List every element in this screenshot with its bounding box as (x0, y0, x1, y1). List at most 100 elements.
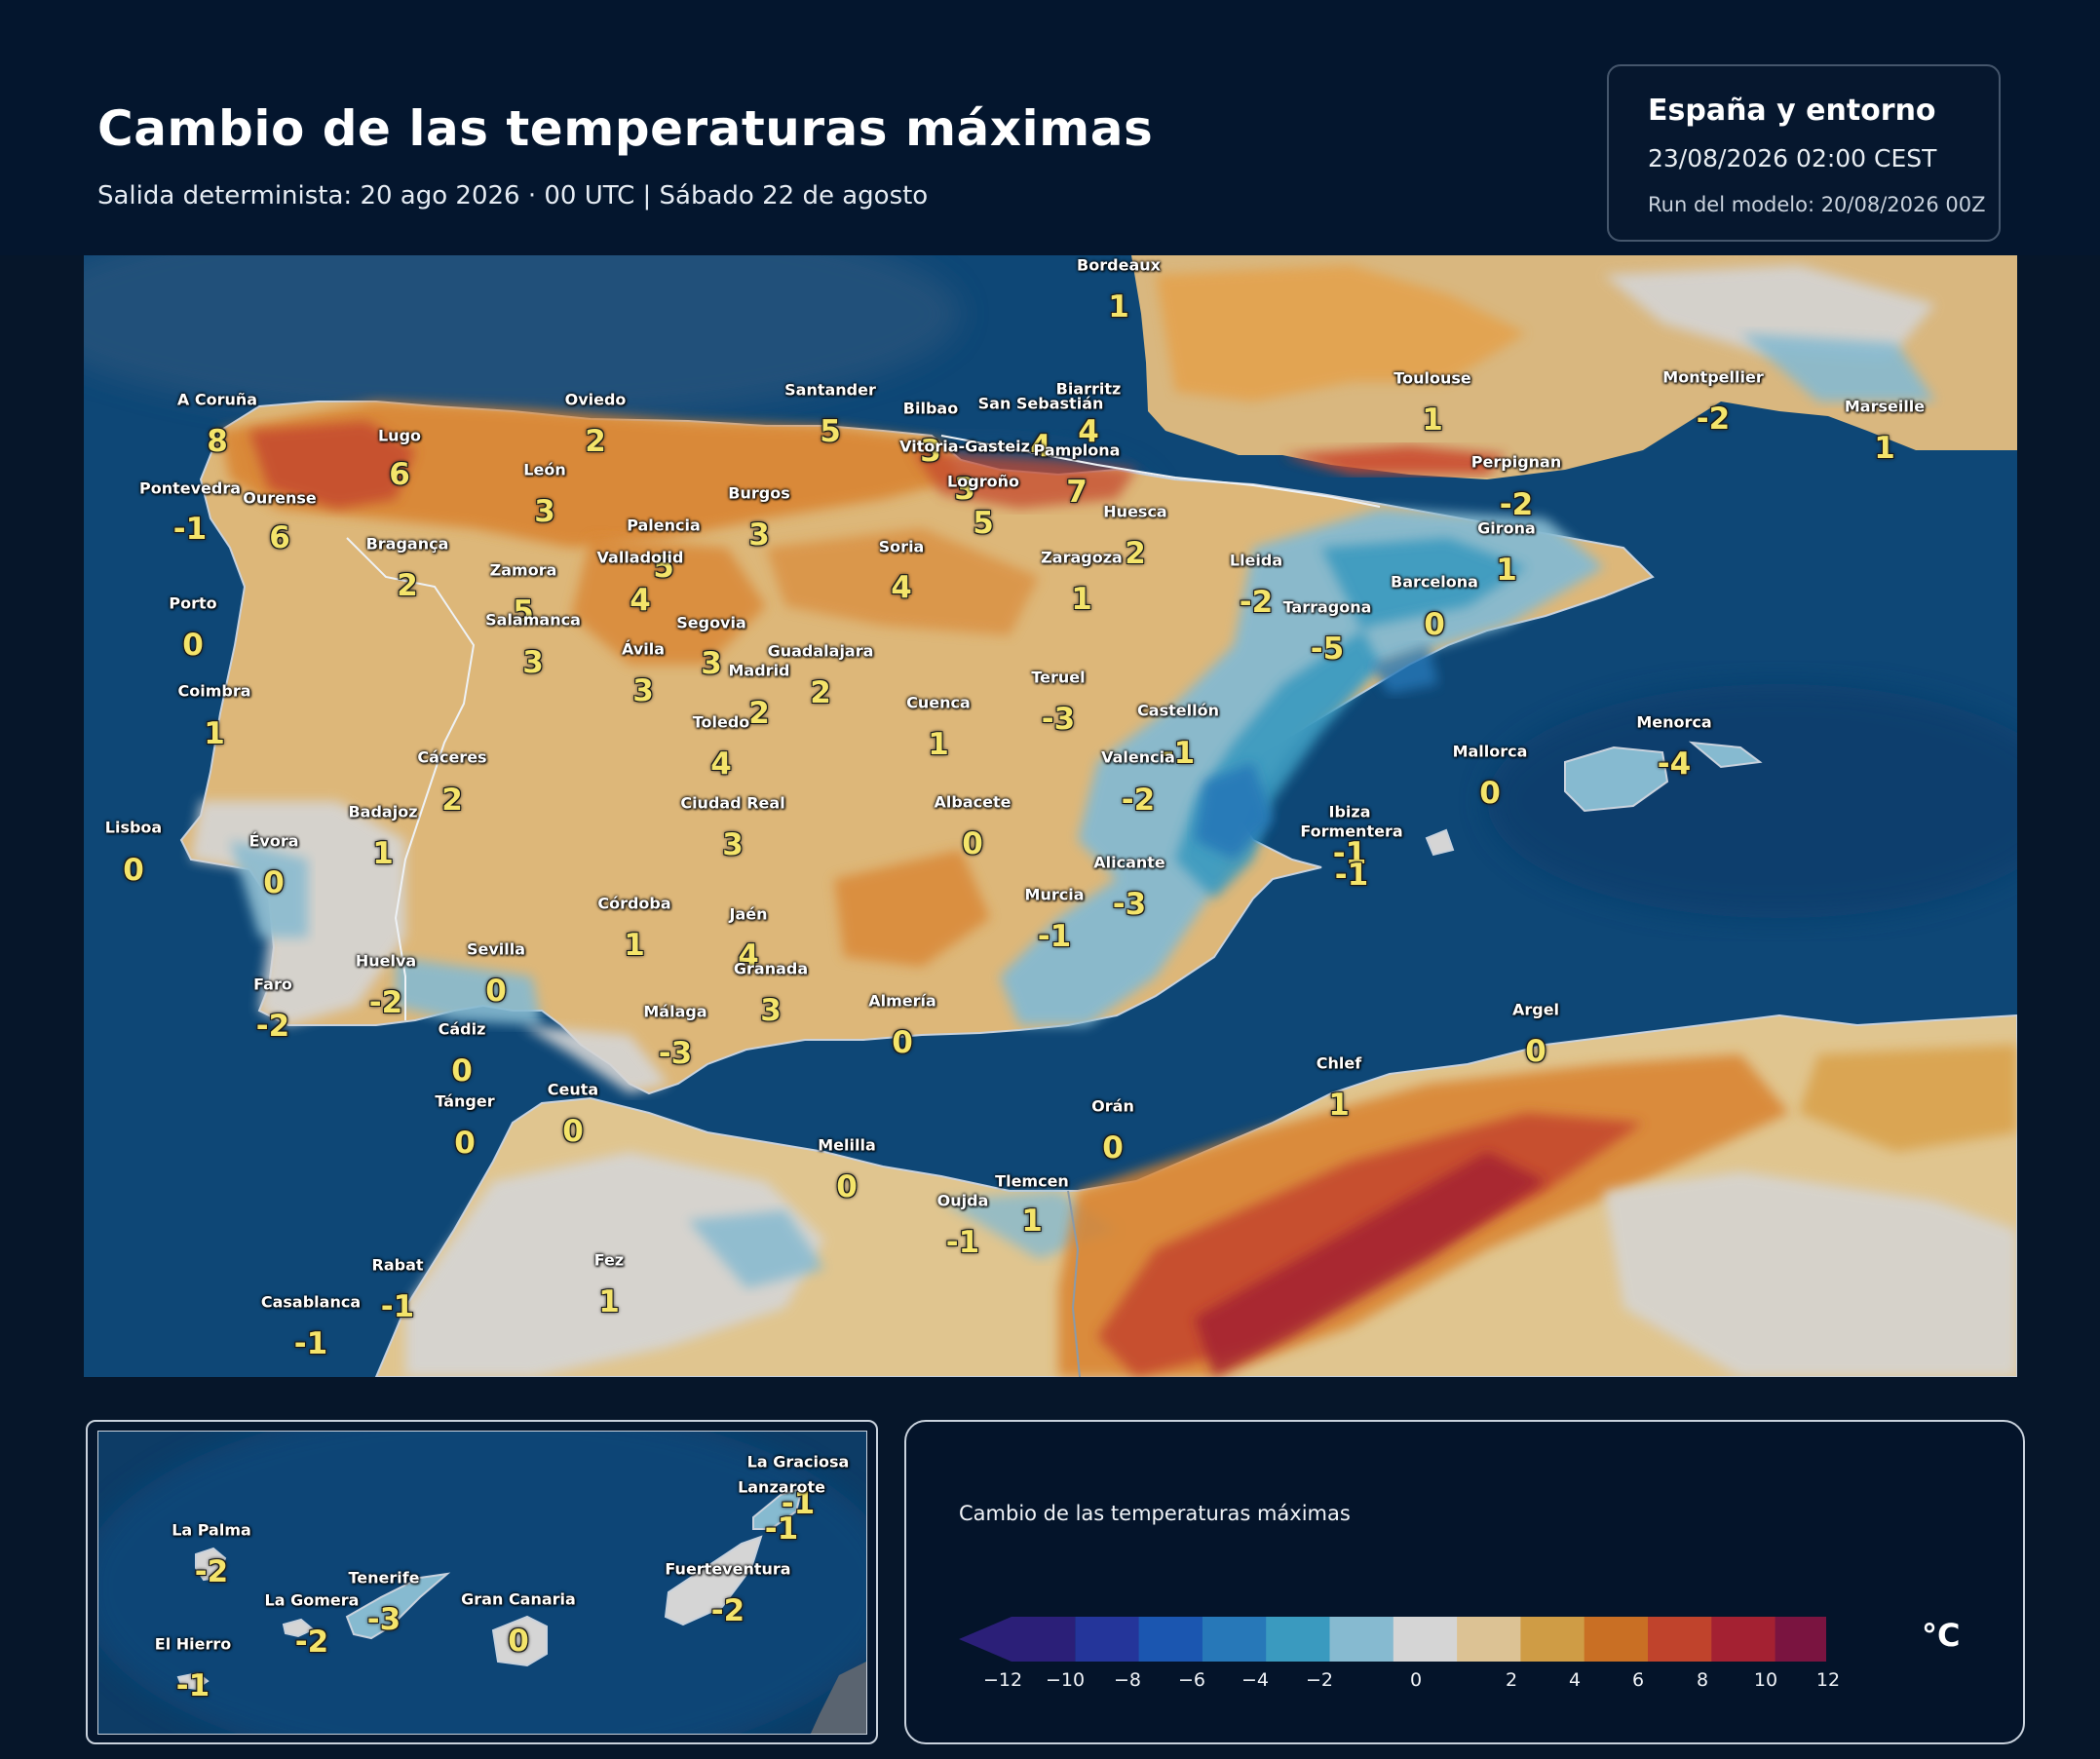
map-temperature-change-value: -2 (255, 1009, 290, 1044)
map-city-label: Casablanca (260, 1292, 362, 1312)
map-city-label: Tlemcen (995, 1171, 1069, 1191)
map-temperature-change-value: -1 (380, 1289, 415, 1324)
colorbar-segment (1711, 1617, 1776, 1662)
map-city-label: Tarragona (1282, 597, 1372, 617)
map-city-label: Cádiz (438, 1019, 486, 1039)
island-gran-canaria (491, 1615, 548, 1667)
map-city-label: Biarritz (1055, 379, 1122, 399)
map-temperature-change-value: 1 (1071, 582, 1092, 617)
map-city-label: A Coruña (176, 390, 258, 409)
colorbar-tick-label: 4 (1568, 1669, 1582, 1691)
colorbar-segment (1075, 1617, 1140, 1662)
map-temperature-change-value: -3 (658, 1036, 693, 1071)
map-temperature-change-value: 1 (204, 716, 225, 751)
map-city-label: Albacete (934, 792, 1012, 812)
map-temperature-change-value: 0 (485, 974, 507, 1009)
africa-coast (810, 1662, 866, 1734)
colorbar-segment (1329, 1617, 1394, 1662)
map-temperature-change-value: 6 (389, 457, 410, 492)
map-city-label: Perpignan (1470, 452, 1562, 472)
map-temperature-change-value: 3 (748, 517, 770, 553)
island-fuerteventura (664, 1535, 763, 1626)
island-el-hierro (176, 1671, 210, 1691)
map-temperature-change-value: 2 (441, 783, 463, 818)
border-line (940, 435, 1381, 508)
map-city-label: San Sebastián (977, 394, 1104, 413)
colorbar-tick-label: −8 (1113, 1669, 1142, 1691)
island-lanzarote (752, 1486, 804, 1530)
map-temperature-change-value: 0 (1102, 1130, 1124, 1166)
colorbar-segment (1393, 1617, 1458, 1662)
map-temperature-change-value: -3 (1041, 702, 1076, 737)
map-temperature-change-value: -1 (1334, 858, 1369, 893)
canary-inset-map[interactable]: La Graciosa -1 Lanzarote -1 La Palma -2 Teneri… (97, 1431, 867, 1735)
info-run: Run del modelo: 20/08/2026 00Z (1648, 193, 1986, 216)
colorbar-tick-label: 2 (1505, 1669, 1518, 1691)
inset-temperature-change-value: -3 (366, 1602, 401, 1637)
map-city-label: Vitoria-Gasteiz (899, 437, 1030, 456)
inset-city-label: La Graciosa (746, 1452, 850, 1472)
map-temperature-change-value: 4 (1078, 414, 1099, 449)
inset-city-label: Fuerteventura (665, 1559, 791, 1579)
map-temperature-change-value: 0 (454, 1126, 476, 1161)
map-temperature-change-value: 3 (701, 646, 722, 681)
map-temperature-change-value: -1 (1161, 736, 1196, 771)
map-temperature-change-value: 1 (1108, 289, 1129, 325)
main-map[interactable]: Bordeaux 1 A Coruña 8 Lugo 6 Oviedo 2 Santander 5… (84, 255, 2017, 1377)
island-tenerife (345, 1572, 451, 1640)
map-city-label: Burgos (728, 483, 790, 503)
map-city-label: Marseille (1844, 397, 1926, 416)
map-city-label: Évora (248, 831, 299, 851)
map-temperature-change-value: -1 (945, 1225, 980, 1260)
inset-city-label: El Hierro (154, 1634, 232, 1654)
map-temperature-change-value: 4 (1030, 429, 1051, 464)
map-city-label: Tánger (435, 1091, 495, 1111)
map-city-label: Córdoba (597, 894, 671, 913)
colorbar-segment (1775, 1617, 1826, 1662)
colorbar-segment (1584, 1617, 1649, 1662)
map-temperature-change-value: 2 (748, 696, 770, 731)
map-city-label: Soria (878, 537, 925, 556)
map-temperature-change-value: 0 (892, 1025, 913, 1060)
map-city-label: Toledo (692, 712, 750, 732)
map-temperature-change-value: 2 (585, 424, 606, 459)
map-city-label: Teruel (1031, 668, 1086, 687)
map-temperature-change-value: 5 (973, 506, 994, 541)
map-temperature-change-value: 1 (1496, 553, 1517, 588)
map-temperature-change-value: 1 (1328, 1088, 1350, 1123)
map-city-label: Mallorca (1452, 742, 1528, 761)
info-datetime: 23/08/2026 02:00 CEST (1648, 144, 1937, 172)
colorbar-tick-label: 8 (1696, 1669, 1709, 1691)
island-la-palma (195, 1547, 227, 1582)
inset-temperature-change-value: -1 (175, 1668, 210, 1703)
map-city-label: Guadalajara (767, 641, 874, 661)
map-city-label: Ciudad Real (680, 793, 785, 813)
colorbar-tick-label: 6 (1631, 1669, 1645, 1691)
map-temperature-change-value: 0 (1525, 1034, 1546, 1069)
map-city-label: Pamplona (1033, 440, 1121, 460)
map-city-label: Montpellier (1662, 367, 1764, 387)
map-city-label: Salamanca (485, 610, 581, 630)
map-temperature-change-value: 3 (760, 993, 782, 1028)
colorbar-segment (1202, 1617, 1267, 1662)
map-temperature-change-value: -1 (293, 1326, 328, 1361)
map-temperature-change-value: 3 (954, 472, 975, 507)
map-city-label: Bragança (365, 534, 449, 554)
map-city-label: Lisboa (104, 818, 163, 837)
map-temperature-change-value: 3 (632, 673, 654, 708)
map-city-label: Ceuta (547, 1080, 599, 1099)
colorbar-tick-label: −12 (982, 1669, 1023, 1691)
island-la-gomera (282, 1618, 315, 1638)
map-city-label: Lleida (1229, 551, 1283, 570)
inset-temperature-change-value: -2 (710, 1593, 745, 1628)
inset-temperature-change-value: -1 (781, 1486, 816, 1521)
map-city-label: Santander (784, 380, 876, 400)
border-line (346, 537, 476, 1020)
map-city-label: Melilla (818, 1135, 876, 1155)
map-city-label: Chlef (1316, 1053, 1362, 1073)
map-city-label: Madrid (728, 661, 790, 680)
map-temperature-change-value: -2 (1121, 783, 1156, 818)
map-temperature-change-value: 5 (513, 594, 534, 630)
map-city-label: Segovia (676, 613, 746, 632)
map-city-label: Orán (1091, 1096, 1134, 1116)
